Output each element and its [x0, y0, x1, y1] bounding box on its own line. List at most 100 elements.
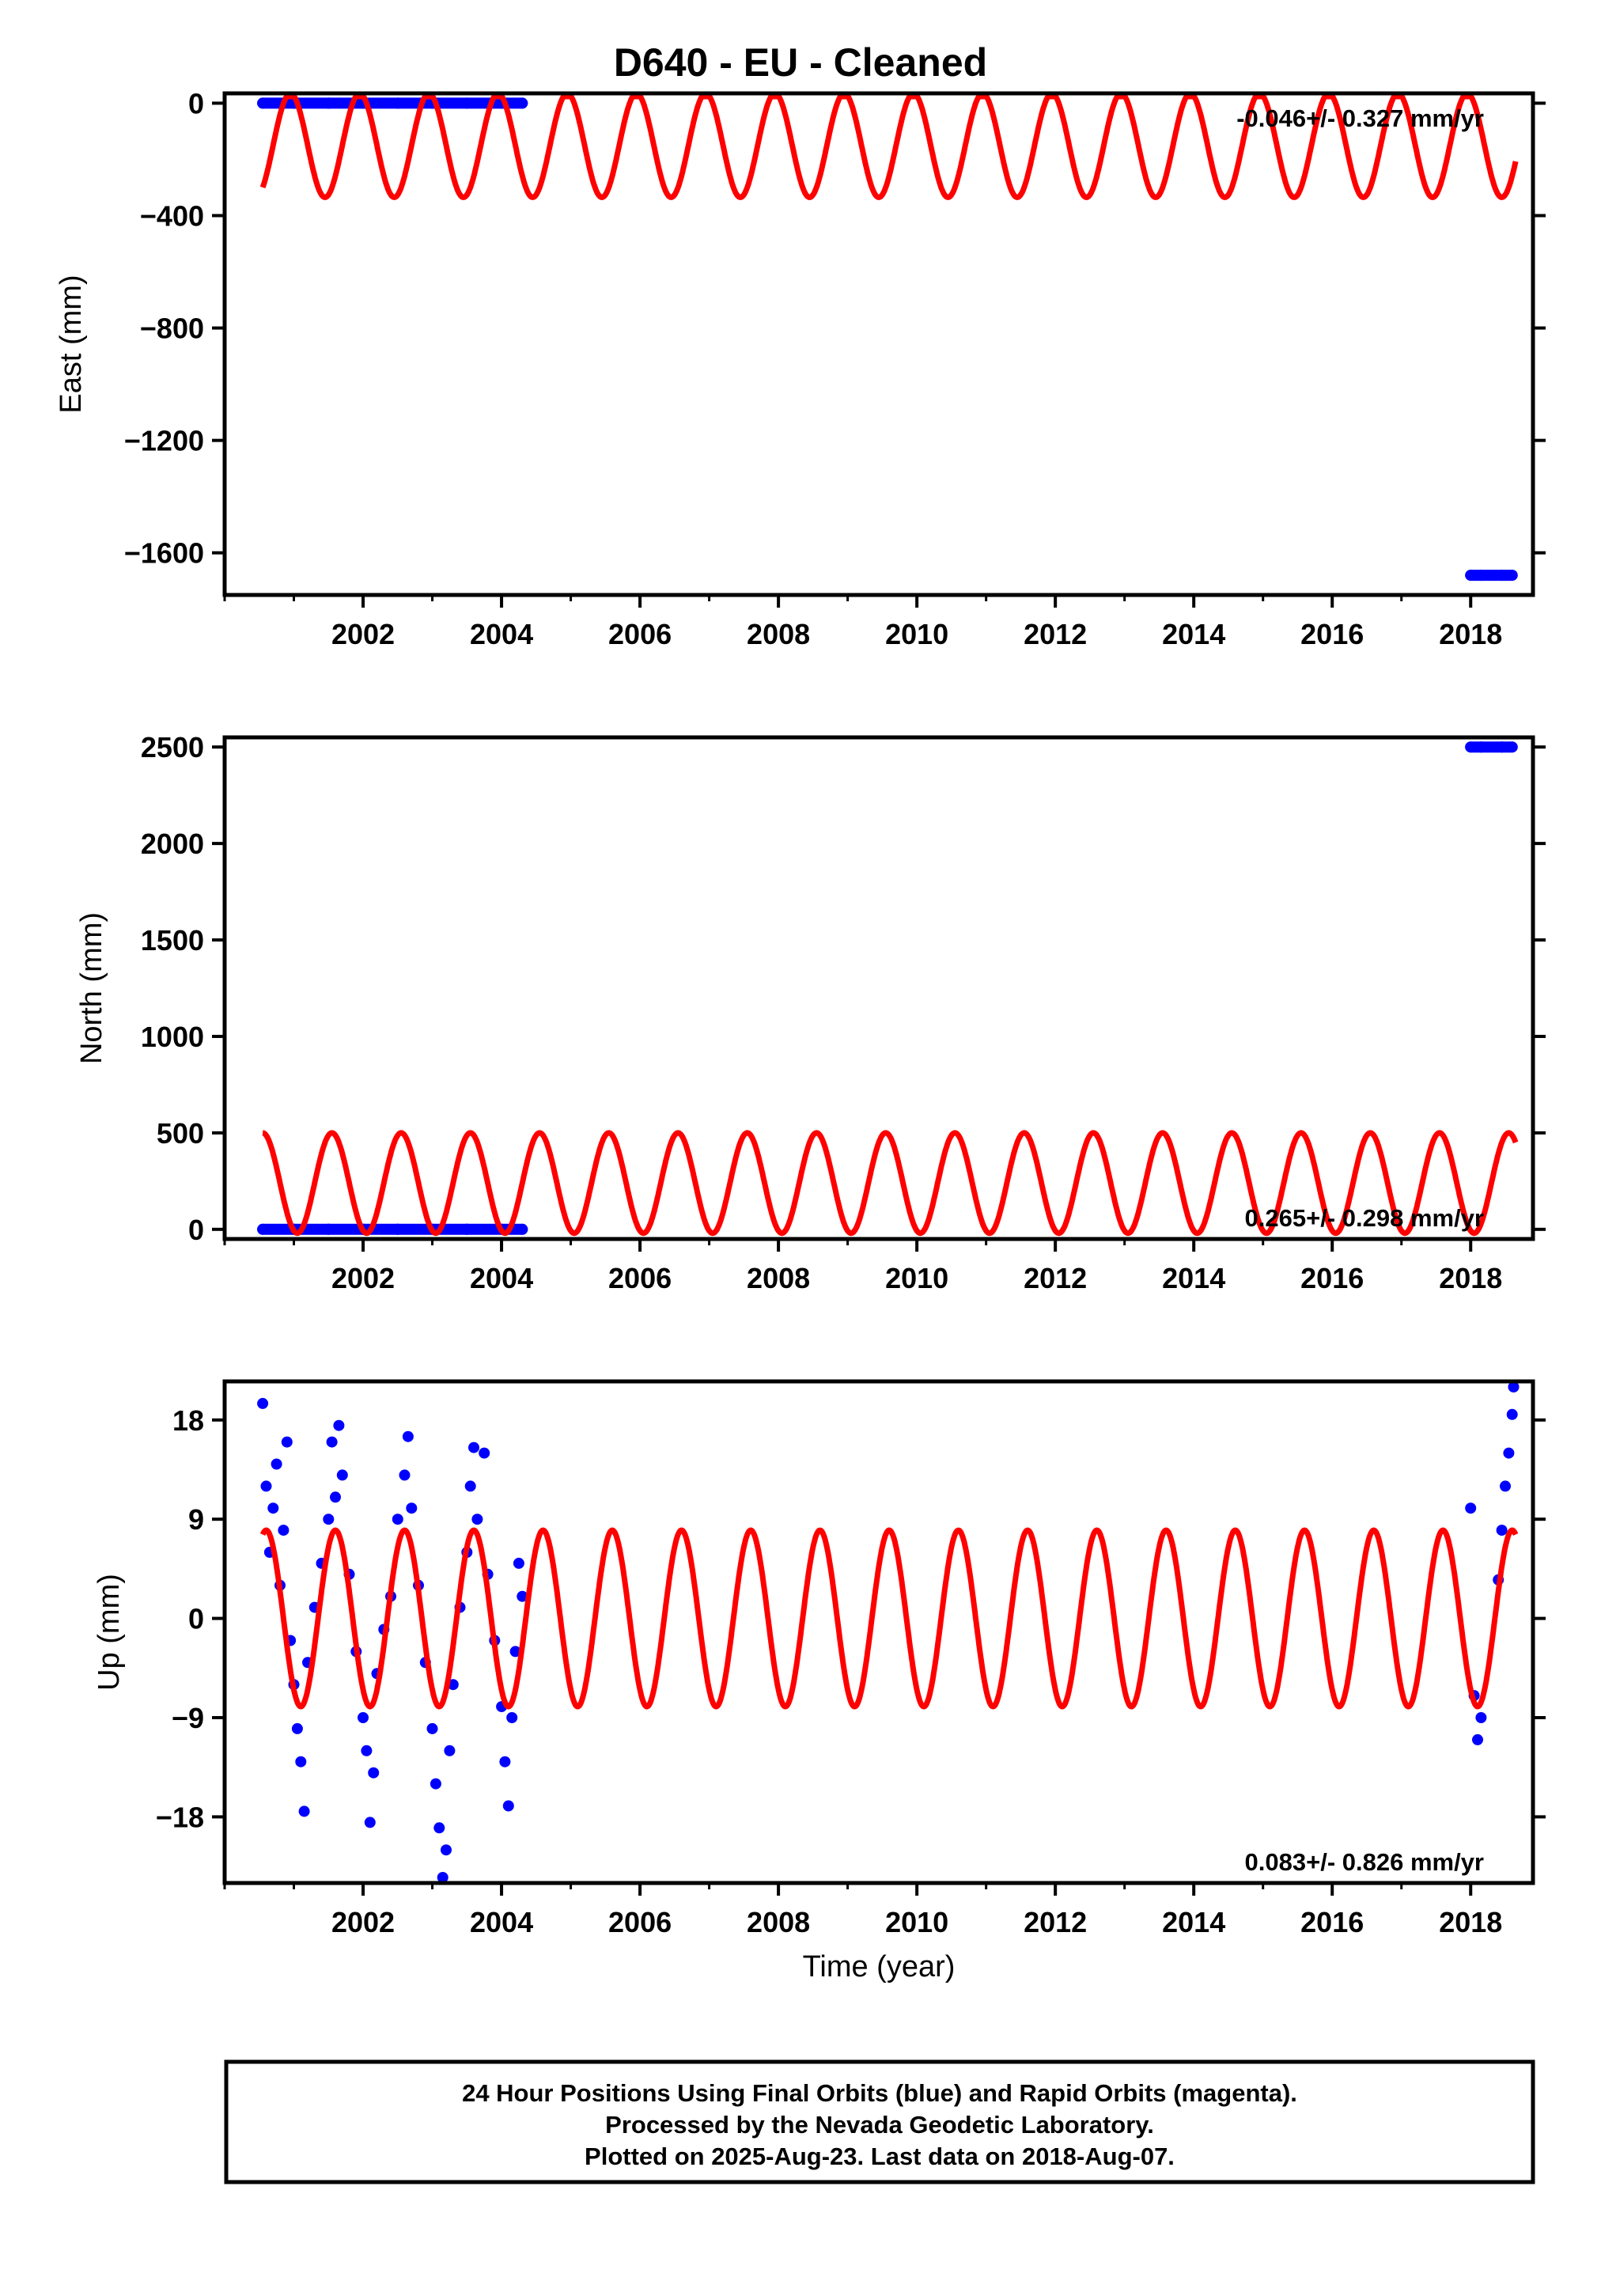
observation-point: [437, 1872, 449, 1883]
footer-frame: [224, 2059, 1535, 2184]
observation-point: [502, 1800, 514, 1812]
east-model-curve: [259, 93, 1519, 200]
footer-line-3: Plotted on 2025-Aug-23. Last data on 201…: [585, 2143, 1175, 2170]
observation-point: [326, 1436, 338, 1448]
x-tick-label: 2018: [1439, 1906, 1502, 1938]
y-tick-label: −1600: [124, 537, 204, 570]
observation-point: [402, 1430, 414, 1442]
x-axis-label: Time (year): [803, 1950, 956, 1983]
up-axis-ticks: 2002 2004 2006 2008 2010 2012 2014 2016 2018 18 9 0…: [156, 1404, 1546, 1938]
north-model-curve: [260, 1130, 1519, 1237]
x-tick-label: 2014: [1162, 618, 1225, 650]
x-tick-label: 2004: [470, 618, 533, 650]
observation-point: [358, 1712, 369, 1723]
up-model-curve: [259, 1527, 1519, 1710]
observation-point: [281, 1436, 293, 1448]
observation-point: [257, 1397, 269, 1409]
x-tick-label: 2018: [1439, 1262, 1502, 1294]
x-tick-label: 2012: [1024, 618, 1087, 650]
x-tick-label: 2016: [1300, 1262, 1364, 1294]
observation-point: [399, 1469, 411, 1481]
observation-point: [513, 1557, 524, 1569]
x-tick-label: 2004: [470, 1906, 533, 1938]
up-rate-label: 0.083+/- 0.826 mm/yr: [1245, 1848, 1484, 1876]
observation-point: [441, 1844, 452, 1856]
x-tick-label: 2010: [885, 1262, 948, 1294]
observation-point: [406, 1502, 418, 1514]
observation-point: [499, 1756, 511, 1767]
x-tick-label: 2008: [747, 618, 810, 650]
x-tick-label: 2006: [608, 1262, 672, 1294]
observation-point: [278, 1525, 290, 1536]
up-panel: 2002 2004 2006 2008 2010 2012 2014 2016 2018 18 9 0…: [93, 1379, 1546, 1983]
chart-title: D640 - EU - Cleaned: [614, 40, 987, 85]
observation-point: [291, 1722, 303, 1734]
x-tick-label: 2002: [331, 618, 395, 650]
observation-point: [1475, 1712, 1487, 1723]
x-tick-label: 2004: [470, 1262, 533, 1294]
y-tick-label: 2000: [141, 828, 204, 860]
north-rate-label: 0.265+/- 0.298 mm/yr: [1245, 1204, 1484, 1232]
observation-point: [444, 1745, 456, 1756]
y-tick-label: 1500: [141, 924, 204, 957]
x-tick-label: 2006: [608, 1906, 672, 1938]
observation-point: [1508, 1381, 1520, 1392]
observation-point: [267, 1502, 279, 1514]
north-panel: 2002 2004 2006 2008 2010 2012 2014 2016 2018 0 500…: [75, 731, 1546, 1294]
observation-point: [295, 1756, 307, 1767]
observation-point: [361, 1745, 373, 1756]
x-tick-label: 2008: [747, 1906, 810, 1938]
east-panel: 2002 2004 2006 2008 2010 2012 2014 2016 2018 0 −40…: [55, 87, 1546, 650]
x-tick-label: 2008: [747, 1262, 810, 1294]
east-axis-ticks: 2002 2004 2006 2008 2010 2012 2014 2016 2018 0 −40…: [124, 87, 1546, 650]
observation-point: [368, 1767, 380, 1779]
footer-line-1: 24 Hour Positions Using Final Orbits (bl…: [462, 2079, 1297, 2107]
y-tick-label: −400: [140, 200, 204, 233]
x-tick-label: 2016: [1300, 618, 1364, 650]
y-tick-label: −1200: [124, 425, 204, 457]
observation-point: [323, 1514, 335, 1525]
observation-point: [471, 1514, 483, 1525]
observation-point: [426, 1722, 438, 1734]
observation-point: [1506, 1408, 1518, 1420]
east-rate-label: -0.046+/- 0.327 mm/yr: [1236, 104, 1484, 132]
up-panel-frame: [222, 1379, 1535, 1885]
observation-point: [260, 1480, 272, 1492]
observation-point: [336, 1469, 348, 1481]
y-tick-label: 0: [188, 1603, 204, 1635]
x-tick-label: 2006: [608, 618, 672, 650]
north-panel-frame: [222, 735, 1535, 1241]
observation-point: [1500, 1480, 1511, 1492]
x-tick-label: 2010: [885, 618, 948, 650]
observation-point: [1496, 1525, 1508, 1536]
x-tick-label: 2012: [1024, 1262, 1087, 1294]
east-final-orbit-points: [257, 97, 1518, 582]
observation-point: [333, 1419, 345, 1431]
observation-point: [1503, 1447, 1515, 1459]
x-tick-label: 2014: [1162, 1906, 1225, 1938]
y-tick-label: 0: [188, 87, 204, 119]
observation-point: [433, 1822, 445, 1834]
east-y-axis-label: East (mm): [55, 275, 88, 413]
y-tick-label: 1000: [141, 1021, 204, 1053]
x-tick-label: 2016: [1300, 1906, 1364, 1938]
observation-point: [364, 1817, 376, 1828]
observation-point: [392, 1514, 403, 1525]
x-tick-label: 2002: [331, 1906, 395, 1938]
footer-box: 24 Hour Positions Using Final Orbits (bl…: [224, 2059, 1535, 2184]
up-y-axis-label: Up (mm): [93, 1574, 126, 1691]
y-tick-label: 500: [157, 1117, 204, 1150]
observation-point: [506, 1712, 518, 1723]
observation-point: [468, 1442, 479, 1453]
north-final-orbit-points: [257, 741, 1518, 1235]
y-tick-label: 0: [188, 1214, 204, 1246]
observation-point: [330, 1491, 341, 1503]
y-tick-label: −18: [156, 1801, 204, 1833]
x-tick-label: 2010: [885, 1906, 948, 1938]
y-tick-label: 18: [172, 1404, 204, 1437]
observation-point: [298, 1805, 310, 1817]
observation-point: [1465, 1502, 1477, 1514]
y-tick-label: 2500: [141, 731, 204, 763]
observation-point: [464, 1480, 476, 1492]
